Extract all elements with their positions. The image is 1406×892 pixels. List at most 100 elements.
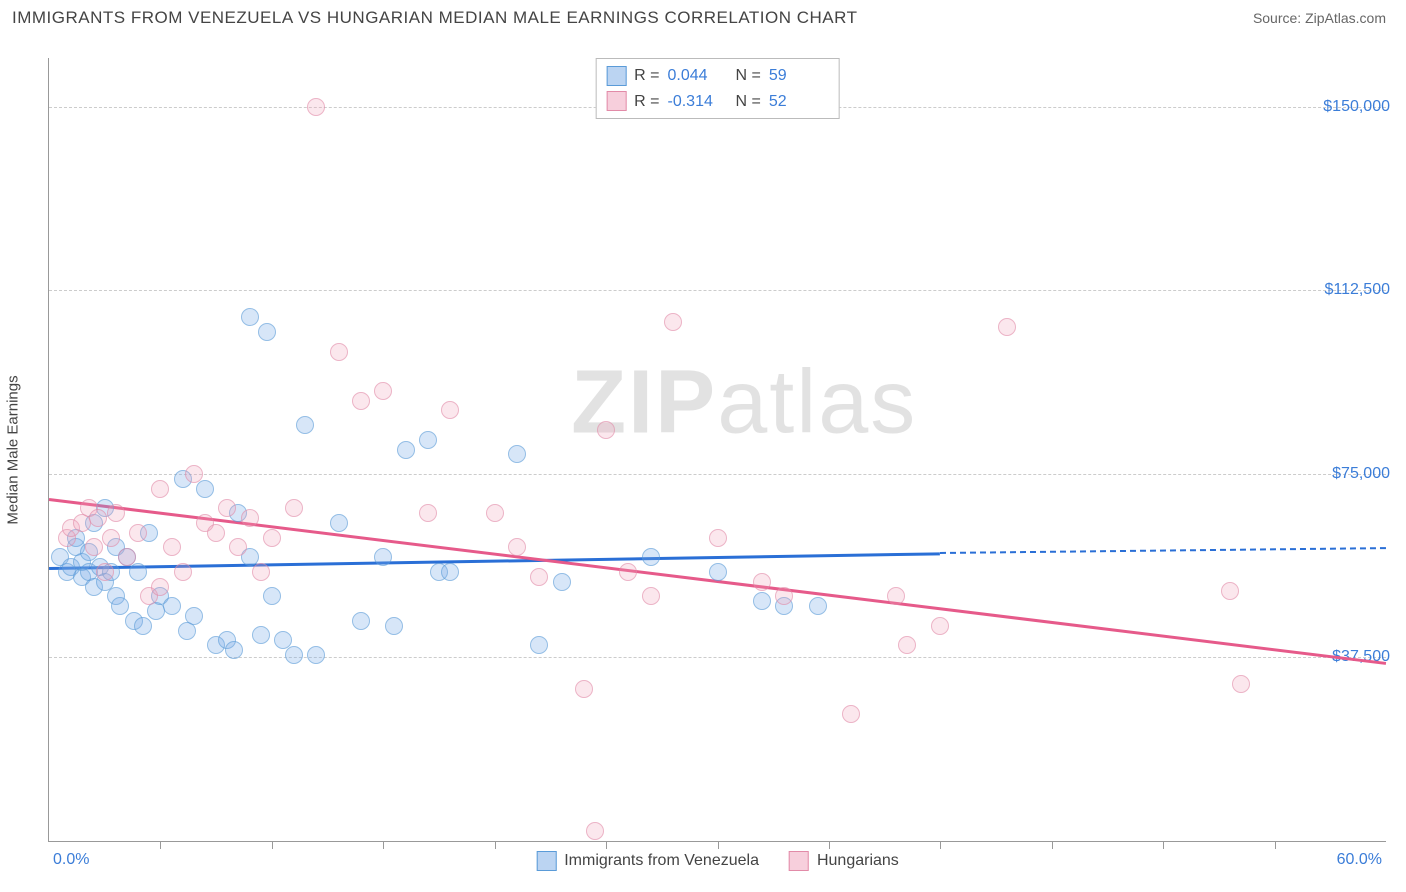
data-point xyxy=(225,641,243,659)
data-point xyxy=(241,308,259,326)
data-point xyxy=(330,514,348,532)
y-axis-tick-label: $150,000 xyxy=(1323,98,1390,116)
n-value: 59 xyxy=(769,63,829,89)
data-point xyxy=(1221,582,1239,600)
data-point xyxy=(374,382,392,400)
data-point xyxy=(374,548,392,566)
legend-item: Immigrants from Venezuela xyxy=(536,851,759,871)
n-value: 52 xyxy=(769,89,829,115)
data-point xyxy=(258,323,276,341)
data-point xyxy=(207,524,225,542)
data-point xyxy=(553,573,571,591)
x-axis-tick xyxy=(495,841,496,849)
x-axis-tick xyxy=(829,841,830,849)
data-point xyxy=(352,612,370,630)
data-point xyxy=(508,538,526,556)
chart-title: IMMIGRANTS FROM VENEZUELA VS HUNGARIAN M… xyxy=(12,8,857,28)
data-point xyxy=(218,499,236,517)
legend-label: Hungarians xyxy=(817,852,899,870)
legend-swatch xyxy=(536,851,556,871)
x-axis-tick xyxy=(940,841,941,849)
r-label: R = xyxy=(634,89,659,115)
x-axis-tick xyxy=(1052,841,1053,849)
data-point xyxy=(842,705,860,723)
data-point xyxy=(252,626,270,644)
data-point xyxy=(252,563,270,581)
data-point xyxy=(285,646,303,664)
x-axis-tick xyxy=(718,841,719,849)
n-label: N = xyxy=(736,89,761,115)
x-axis-tick xyxy=(160,841,161,849)
correlation-legend: R = 0.044N = 59R = -0.314N = 52 xyxy=(595,58,840,119)
data-point xyxy=(263,529,281,547)
data-point xyxy=(753,592,771,610)
x-axis-tick xyxy=(1163,841,1164,849)
data-point xyxy=(241,509,259,527)
data-point xyxy=(530,568,548,586)
legend-stat-row: R = 0.044N = 59 xyxy=(606,63,829,89)
data-point xyxy=(185,465,203,483)
n-label: N = xyxy=(736,63,761,89)
data-point xyxy=(185,607,203,625)
data-point xyxy=(134,617,152,635)
r-value: -0.314 xyxy=(668,89,728,115)
legend-swatch xyxy=(606,66,626,86)
data-point xyxy=(419,504,437,522)
trend-line xyxy=(940,547,1386,554)
gridline xyxy=(49,474,1386,475)
data-point xyxy=(998,318,1016,336)
y-axis-label: Median Male Earnings xyxy=(5,375,22,524)
data-point xyxy=(107,504,125,522)
y-axis-tick-label: $112,500 xyxy=(1324,281,1390,299)
data-point xyxy=(441,563,459,581)
x-axis-tick xyxy=(606,841,607,849)
data-point xyxy=(664,313,682,331)
data-point xyxy=(486,504,504,522)
x-axis-tick xyxy=(383,841,384,849)
data-point xyxy=(174,563,192,581)
r-value: 0.044 xyxy=(668,63,728,89)
data-point xyxy=(709,563,727,581)
data-point xyxy=(111,597,129,615)
legend-swatch xyxy=(606,91,626,111)
plot-area: $37,500$75,000$112,500$150,000 xyxy=(49,58,1386,841)
data-point xyxy=(809,597,827,615)
data-point xyxy=(352,392,370,410)
data-point xyxy=(129,524,147,542)
data-point xyxy=(887,587,905,605)
data-point xyxy=(330,343,348,361)
data-point xyxy=(263,587,281,605)
data-point xyxy=(642,587,660,605)
legend-swatch xyxy=(789,851,809,871)
data-point xyxy=(775,587,793,605)
x-axis-max: 60.0% xyxy=(1337,851,1382,869)
data-point xyxy=(102,529,120,547)
data-point xyxy=(89,509,107,527)
data-point xyxy=(575,680,593,698)
data-point xyxy=(196,480,214,498)
data-point xyxy=(163,597,181,615)
data-point xyxy=(419,431,437,449)
data-point xyxy=(307,98,325,116)
data-point xyxy=(151,578,169,596)
chart-area: Median Male Earnings ZIPatlas $37,500$75… xyxy=(48,58,1386,842)
data-point xyxy=(163,538,181,556)
legend-item: Hungarians xyxy=(789,851,899,871)
data-point xyxy=(597,421,615,439)
data-point xyxy=(385,617,403,635)
x-axis-min: 0.0% xyxy=(53,851,89,869)
data-point xyxy=(931,617,949,635)
data-point xyxy=(508,445,526,463)
data-point xyxy=(307,646,325,664)
data-point xyxy=(753,573,771,591)
data-point xyxy=(530,636,548,654)
data-point xyxy=(898,636,916,654)
data-point xyxy=(296,416,314,434)
gridline xyxy=(49,290,1386,291)
gridline xyxy=(49,657,1386,658)
x-axis-tick xyxy=(1275,841,1276,849)
data-point xyxy=(619,563,637,581)
data-point xyxy=(85,538,103,556)
data-point xyxy=(129,563,147,581)
data-point xyxy=(1232,675,1250,693)
